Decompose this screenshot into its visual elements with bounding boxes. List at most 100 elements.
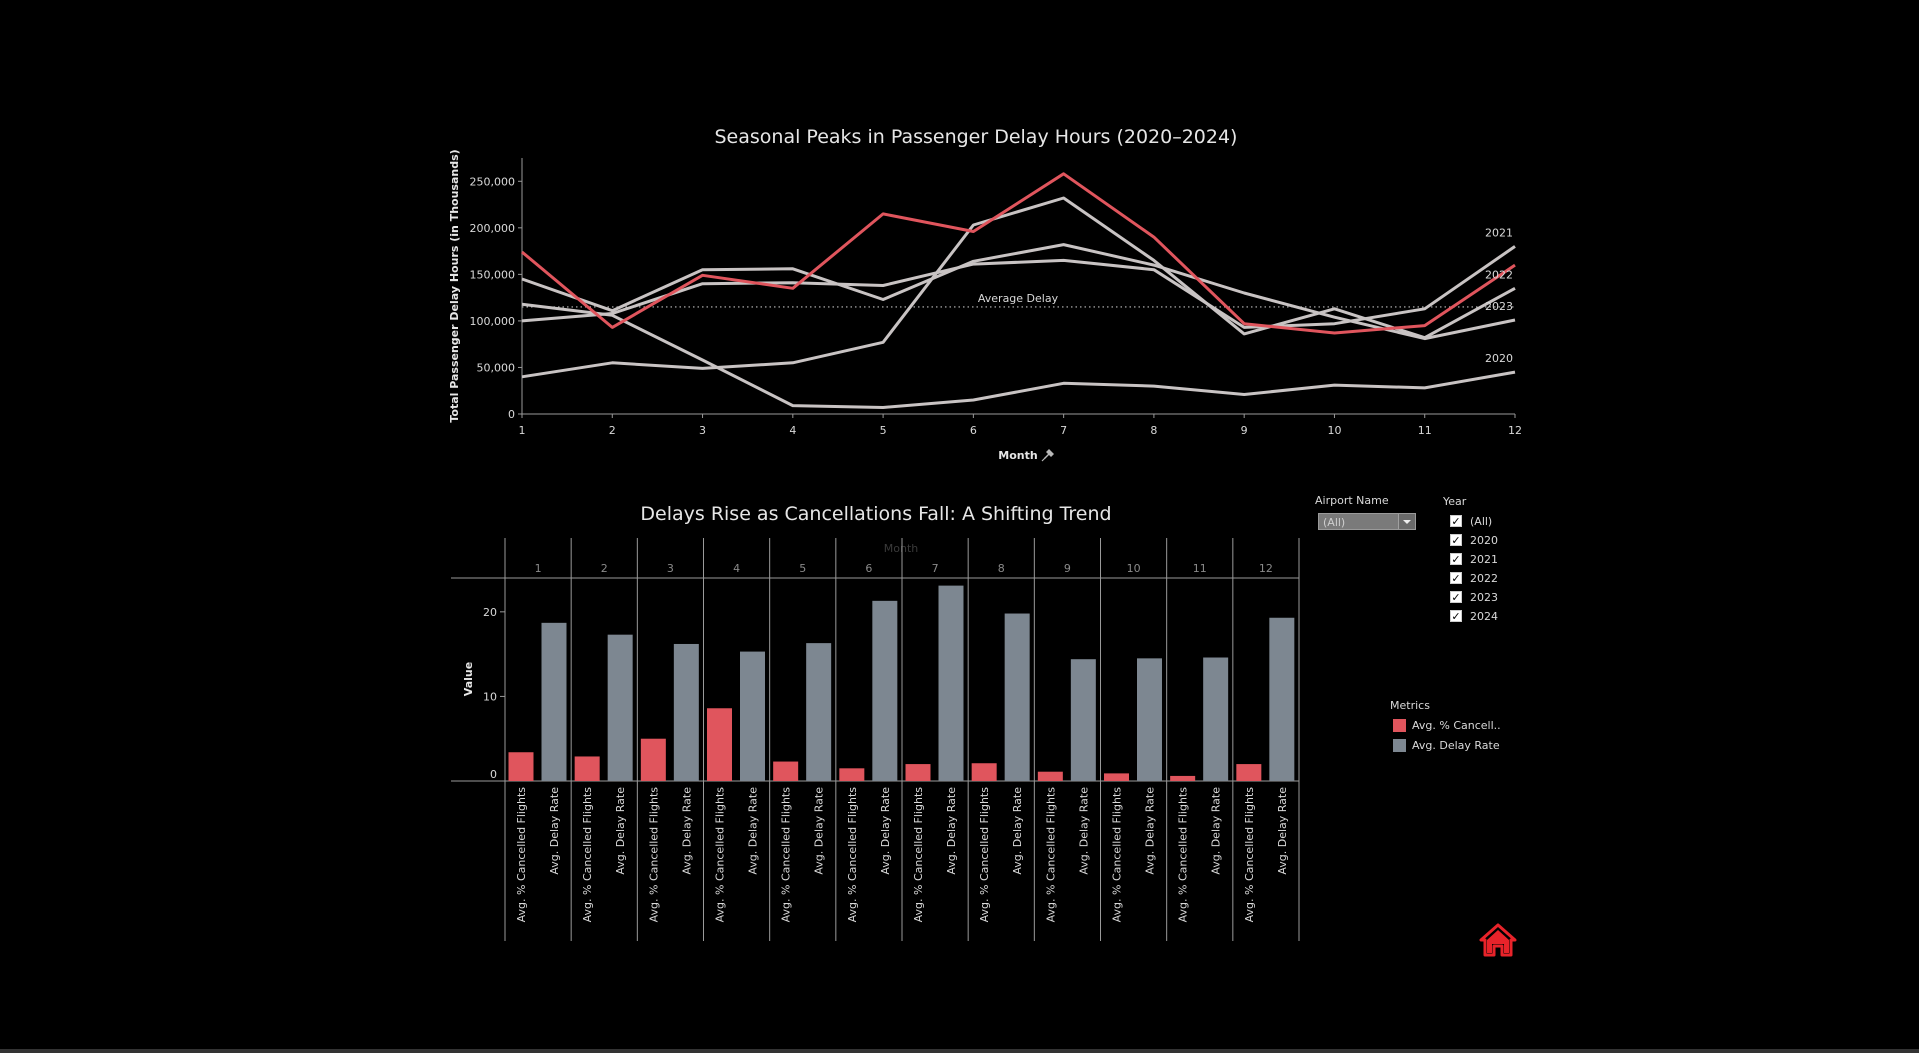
bar-delay-rate[interactable] xyxy=(1269,617,1295,781)
year-filter-label: Year xyxy=(1443,495,1467,508)
bar-delay-rate[interactable] xyxy=(806,643,832,781)
bar-cancelled[interactable] xyxy=(839,768,865,781)
x-tick-label: 6 xyxy=(970,424,977,437)
bar-cancelled[interactable] xyxy=(707,708,732,781)
bar-cancelled[interactable] xyxy=(971,763,997,781)
metric-axis-label: Avg. % Cancelled Flights xyxy=(1177,787,1190,923)
bar-cancelled[interactable] xyxy=(574,756,600,781)
metric-axis-label: Avg. % Cancelled Flights xyxy=(1243,787,1256,923)
bar-chart-column-header: Month xyxy=(884,542,919,555)
bar-cancelled[interactable] xyxy=(773,761,799,781)
metric-axis-label: Avg. Delay Rate xyxy=(1077,787,1090,875)
check-icon[interactable]: ✓ xyxy=(1450,515,1462,528)
month-header: 11 xyxy=(1193,562,1207,575)
bar-cancelled[interactable] xyxy=(640,738,666,781)
y-tick-label: 20 xyxy=(483,606,497,619)
airport-name-dropdown[interactable]: (All) xyxy=(1318,513,1416,530)
x-tick-label: 12 xyxy=(1508,424,1522,437)
x-tick-label: 5 xyxy=(880,424,887,437)
bar-delay-rate[interactable] xyxy=(1070,659,1096,781)
bar-cancelled[interactable] xyxy=(1170,775,1196,781)
bar-delay-rate[interactable] xyxy=(1004,613,1030,781)
bar-delay-rate[interactable] xyxy=(872,600,898,781)
x-tick-label: 2 xyxy=(609,424,616,437)
bar-delay-rate[interactable] xyxy=(1137,658,1162,781)
bar-delay-rate[interactable] xyxy=(938,585,964,781)
bar-delay-rate[interactable] xyxy=(541,622,567,781)
metric-axis-label: Avg. % Cancelled Flights xyxy=(912,787,925,923)
bar-delay-rate[interactable] xyxy=(740,651,765,781)
y-tick-label: 0 xyxy=(490,768,497,781)
metric-axis-label: Avg. % Cancelled Flights xyxy=(647,787,660,923)
check-icon[interactable]: ✓ xyxy=(1450,591,1462,604)
y-tick-label: 10 xyxy=(483,690,497,703)
legend-label: Avg. % Cancell.. xyxy=(1412,719,1501,732)
check-icon[interactable]: ✓ xyxy=(1450,553,1462,566)
x-tick-label: 11 xyxy=(1418,424,1432,437)
series-end-label: 2021 xyxy=(1485,226,1513,239)
year-option-label: (All) xyxy=(1470,515,1493,528)
bar-cancelled[interactable] xyxy=(508,752,534,781)
metric-axis-label: Avg. Delay Rate xyxy=(813,787,826,875)
y-tick-label: 150,000 xyxy=(470,268,516,281)
month-header: 9 xyxy=(1064,562,1071,575)
x-tick-label: 3 xyxy=(699,424,706,437)
month-header: 12 xyxy=(1259,562,1273,575)
metric-axis-label: Avg. Delay Rate xyxy=(1011,787,1024,875)
y-tick-label: 250,000 xyxy=(470,175,516,188)
bar-cancelled[interactable] xyxy=(1236,764,1262,781)
metric-axis-label: Avg. % Cancelled Flights xyxy=(1111,787,1124,923)
metric-axis-label: Avg. % Cancelled Flights xyxy=(978,787,991,923)
bar-delay-rate[interactable] xyxy=(607,634,633,781)
x-tick-label: 7 xyxy=(1060,424,1067,437)
x-tick-label: 10 xyxy=(1327,424,1341,437)
chevron-down-icon[interactable] xyxy=(1398,514,1415,529)
x-tick-label: 4 xyxy=(789,424,796,437)
metric-axis-label: Avg. Delay Rate xyxy=(945,787,958,875)
y-tick-label: 100,000 xyxy=(470,315,516,328)
home-icon[interactable] xyxy=(1478,922,1518,958)
bar-cancelled[interactable] xyxy=(905,764,931,781)
month-header: 6 xyxy=(865,562,872,575)
series-line-2023[interactable] xyxy=(521,243,1516,341)
legend-swatch xyxy=(1393,739,1406,752)
bottom-strip xyxy=(0,1049,1919,1053)
metric-axis-label: Avg. % Cancelled Flights xyxy=(846,787,859,923)
series-line-highlight[interactable] xyxy=(521,172,1516,335)
y-tick-label: 200,000 xyxy=(470,222,516,235)
series-line-2020[interactable] xyxy=(521,302,1516,409)
airport-filter-label: Airport Name xyxy=(1315,494,1389,507)
month-header: 1 xyxy=(535,562,542,575)
series-line-2021[interactable] xyxy=(521,245,1516,329)
year-option-label: 2024 xyxy=(1470,610,1498,623)
metric-axis-label: Avg. % Cancelled Flights xyxy=(515,787,528,923)
bar-delay-rate[interactable] xyxy=(1203,657,1229,781)
metric-axis-label: Avg. % Cancelled Flights xyxy=(581,787,594,923)
line-chart-title: Seasonal Peaks in Passenger Delay Hours … xyxy=(715,126,1238,148)
month-header: 8 xyxy=(998,562,1005,575)
series-line-2022[interactable] xyxy=(521,196,1516,379)
bar-cancelled[interactable] xyxy=(1104,773,1129,781)
legend-swatch xyxy=(1393,719,1406,732)
month-header: 5 xyxy=(799,562,806,575)
pin-icon[interactable] xyxy=(1041,449,1054,462)
metric-axis-label: Avg. Delay Rate xyxy=(680,787,693,875)
metric-axis-label: Avg. % Cancelled Flights xyxy=(780,787,793,923)
bar-cancelled[interactable] xyxy=(1037,771,1063,781)
legend-title: Metrics xyxy=(1390,699,1430,712)
metric-axis-label: Avg. Delay Rate xyxy=(1210,787,1223,875)
month-header: 4 xyxy=(733,562,740,575)
y-tick-label: 50,000 xyxy=(477,361,516,374)
line-chart: Seasonal Peaks in Passenger Delay Hours … xyxy=(448,126,1522,462)
check-icon[interactable]: ✓ xyxy=(1450,610,1462,623)
metric-axis-label: Avg. Delay Rate xyxy=(879,787,892,875)
legend-label: Avg. Delay Rate xyxy=(1412,739,1500,752)
check-icon[interactable]: ✓ xyxy=(1450,534,1462,547)
bar-chart-title: Delays Rise as Cancellations Fall: A Shi… xyxy=(640,503,1111,525)
metric-axis-label: Avg. Delay Rate xyxy=(614,787,627,875)
check-icon[interactable]: ✓ xyxy=(1450,572,1462,585)
metric-axis-label: Avg. % Cancelled Flights xyxy=(714,787,727,923)
bar-delay-rate[interactable] xyxy=(673,643,699,781)
